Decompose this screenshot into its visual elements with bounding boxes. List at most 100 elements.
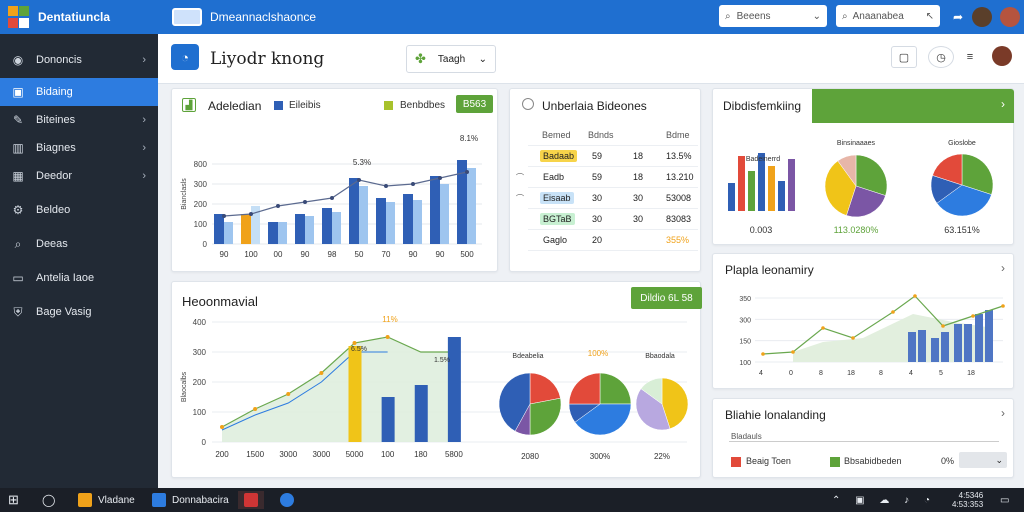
area-fill bbox=[222, 337, 454, 442]
chevron-down-icon: ⌄ bbox=[812, 10, 821, 22]
date: 4:53:353 bbox=[952, 500, 984, 509]
trend-point bbox=[411, 182, 415, 186]
bar bbox=[295, 214, 305, 244]
taskbar-app-1[interactable]: Donnabacira bbox=[152, 491, 229, 509]
y-tick-label: 200 bbox=[193, 378, 207, 387]
bar bbox=[941, 332, 949, 362]
card-title: Unberlaia Bideones bbox=[542, 99, 647, 113]
sidebar-item-1[interactable]: ▣ Bidaing bbox=[0, 78, 158, 106]
sidebar-item-4[interactable]: ▦ Deedor › bbox=[0, 162, 158, 190]
browser-icon bbox=[280, 493, 294, 507]
x-tick-label: 00 bbox=[274, 250, 283, 259]
row-col3: 30 bbox=[633, 214, 644, 224]
clock[interactable]: 4:5346 4:53:353 bbox=[952, 491, 983, 509]
range-dropdown[interactable]: ✤ Taagh ⌄ bbox=[406, 45, 496, 73]
cursor-icon: ↖ bbox=[925, 10, 934, 22]
x-tick-label: 200 bbox=[215, 450, 229, 459]
y-tick-label: 300 bbox=[739, 317, 751, 324]
table-row[interactable]: BGTaB 30 30 83083 bbox=[528, 209, 698, 230]
trend-point bbox=[303, 200, 307, 204]
sidebar-item-7[interactable]: ▭ Antelia Iaoe bbox=[0, 264, 158, 292]
calendar-icon: ▦ bbox=[12, 169, 24, 183]
x-tick-label: 4 bbox=[909, 370, 913, 377]
bar bbox=[214, 214, 224, 244]
x-tick-label: 500 bbox=[460, 250, 474, 259]
pie-title: Badeinerrd bbox=[746, 156, 780, 163]
clock-icon[interactable]: ◷ bbox=[928, 46, 954, 68]
table-row[interactable]: Gaglo 20 355% bbox=[528, 230, 698, 251]
export-button[interactable]: B563 bbox=[456, 95, 493, 113]
trend-point bbox=[384, 184, 388, 188]
bar bbox=[931, 338, 939, 362]
pie-title: Gioslobe bbox=[948, 140, 976, 147]
sidebar-item-0[interactable]: ◉ Dononcis › bbox=[0, 46, 158, 74]
data-label: 5.3% bbox=[353, 158, 371, 167]
bar bbox=[954, 324, 962, 362]
x-tick-label: 18 bbox=[847, 370, 855, 377]
sidebar-item-6[interactable]: ⌕ Deeas bbox=[0, 230, 158, 258]
taskbar-app-2[interactable] bbox=[238, 491, 264, 509]
app-icon bbox=[244, 493, 258, 507]
main-header: ◔ Liyodr knong ✤ Taagh ⌄ ▢ ◷ ≡ bbox=[158, 34, 1024, 84]
table-row[interactable]: ⌒ Eadb 59 18 13.210 bbox=[516, 167, 698, 188]
bar bbox=[975, 314, 983, 362]
sidebar-item-2[interactable]: ✎ Biteines › bbox=[0, 106, 158, 134]
bar bbox=[985, 310, 993, 362]
pie-c-slice bbox=[529, 372, 561, 405]
pie-value: 0.003 bbox=[750, 225, 773, 235]
windows-start-icon[interactable]: ⊞ bbox=[8, 492, 19, 507]
x-tick-label: 0 bbox=[789, 370, 793, 377]
leaf-icon: ✤ bbox=[415, 51, 426, 66]
y-tick-label: 0 bbox=[203, 240, 208, 249]
pie-value: 2080 bbox=[521, 452, 539, 461]
share-icon[interactable]: ➦ bbox=[952, 10, 964, 24]
system-tray[interactable]: ⌃ ▣ ☁ ♪ ◔ bbox=[832, 494, 936, 506]
filter-input[interactable]: ⌕ Anaanabea ↖ bbox=[836, 5, 940, 27]
bar bbox=[413, 200, 422, 244]
trend-point bbox=[791, 350, 795, 354]
avatar[interactable] bbox=[972, 7, 992, 27]
pie-value: 113.0280% bbox=[834, 225, 879, 235]
filter-icon[interactable]: ≡ bbox=[957, 46, 983, 68]
pie-title: 100% bbox=[588, 349, 608, 358]
pie-b-slice bbox=[961, 153, 994, 195]
bar bbox=[447, 337, 461, 442]
trend-point bbox=[220, 425, 224, 429]
x-tick-label: 100 bbox=[381, 450, 395, 459]
table-header: Bemed Bdnds Bdme bbox=[528, 125, 698, 146]
trend-point bbox=[1001, 304, 1005, 308]
action-button[interactable]: Dildio 6L 58 bbox=[631, 287, 702, 309]
avatar-secondary[interactable] bbox=[1000, 7, 1020, 27]
notification-icon[interactable]: ▭ bbox=[1000, 494, 1010, 506]
x-tick-label: 8 bbox=[819, 370, 823, 377]
chevron-down-icon[interactable]: ⌄ bbox=[959, 452, 1007, 468]
chevron-right-icon[interactable]: › bbox=[1001, 97, 1005, 111]
shield-icon: ⛨ bbox=[13, 304, 23, 319]
window-icon[interactable]: ▢ bbox=[891, 46, 917, 68]
chevron-right-icon[interactable]: › bbox=[1001, 261, 1005, 275]
pie-e-slice bbox=[640, 377, 663, 405]
y-tick-label: 800 bbox=[194, 160, 208, 169]
bar bbox=[964, 324, 972, 362]
sidebar-item-3[interactable]: ▥ Biagnes › bbox=[0, 134, 158, 162]
search-input[interactable]: ⌕ Beeens ⌄ bbox=[719, 5, 827, 27]
search-icon[interactable]: ◯ bbox=[42, 493, 56, 507]
chevron-right-icon[interactable]: › bbox=[1001, 406, 1005, 420]
user-avatar[interactable] bbox=[992, 46, 1012, 66]
taskbar-app-3[interactable] bbox=[280, 491, 294, 509]
bar bbox=[908, 332, 916, 362]
search-icon: ⌕ bbox=[725, 10, 731, 22]
table-row[interactable]: Badaab 59 18 13.5% bbox=[528, 146, 698, 167]
trend-point bbox=[222, 214, 226, 218]
x-tick-label: 8 bbox=[879, 370, 883, 377]
sidebar-item-5[interactable]: ⚙ Beldeo bbox=[0, 196, 158, 224]
app-icon bbox=[152, 493, 166, 507]
bar bbox=[778, 181, 785, 211]
bar bbox=[918, 330, 926, 362]
sidebar-item-8[interactable]: ⛨ Bage Vasig bbox=[0, 298, 158, 326]
table-row[interactable]: ⌒ Eisaab 30 30 53008 bbox=[516, 188, 698, 209]
taskbar-app-0[interactable]: Vladane bbox=[78, 491, 135, 509]
y-tick-label: 350 bbox=[739, 296, 751, 303]
bar bbox=[332, 212, 341, 244]
x-tick-label: 50 bbox=[355, 250, 364, 259]
